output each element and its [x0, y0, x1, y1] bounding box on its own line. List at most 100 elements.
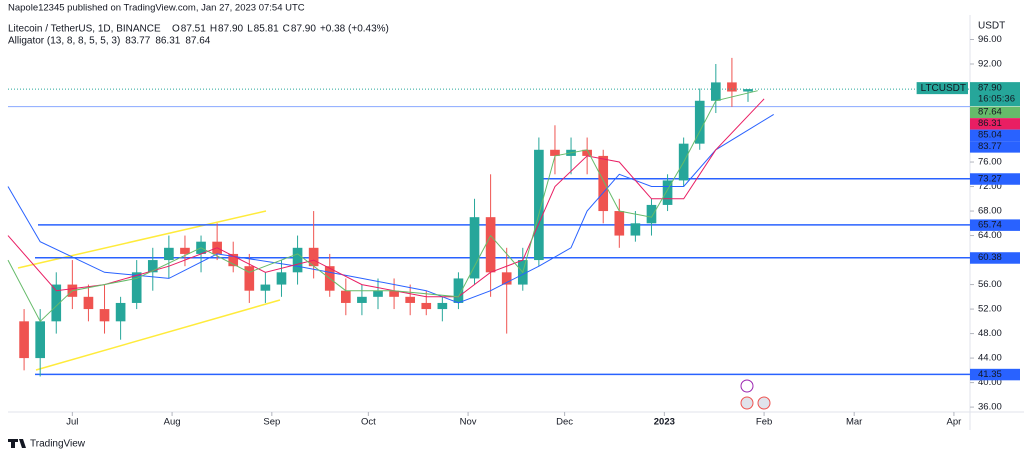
- candle-body: [99, 309, 110, 322]
- indicator-line: [7, 90, 758, 323]
- y-tick-label: 92.00: [978, 59, 1002, 70]
- value-label: 86.31: [978, 118, 1002, 129]
- candle-body: [83, 296, 94, 310]
- value-box: [970, 252, 1020, 264]
- x-tick-label: Mar: [846, 417, 862, 428]
- candle-body: [743, 89, 753, 92]
- symbol-tag: LTCUSDT: [921, 83, 966, 94]
- x-tick-label: 2023: [654, 417, 675, 428]
- symbol: Litecoin / TetherUS, 1D, BINANCE: [8, 24, 161, 35]
- event-icon[interactable]: [740, 379, 754, 393]
- value-label: 65.74: [978, 219, 1002, 230]
- y-tick-label: 44.00: [978, 353, 1002, 364]
- candle-body: [421, 302, 432, 310]
- y-tick-label: 56.00: [978, 279, 1002, 290]
- candle-body: [727, 82, 737, 92]
- event-icon[interactable]: [740, 396, 754, 410]
- change: +0.38 (+0.43%): [320, 24, 389, 35]
- price-box: [970, 82, 1020, 107]
- indicator-line: [7, 113, 774, 304]
- indicator: Alligator (13, 8, 8, 5, 5, 3): [8, 36, 120, 47]
- value-box: [970, 219, 1020, 231]
- candle-body: [437, 302, 448, 310]
- ohlc-value: 85.81: [254, 24, 279, 35]
- candle-body: [131, 272, 142, 303]
- trend-line: [35, 299, 281, 371]
- value-label: 73.27: [978, 173, 1002, 184]
- value-label: 83.77: [978, 141, 1002, 152]
- candle-body: [694, 100, 705, 144]
- candle-body: [228, 253, 239, 267]
- x-tick-label: Feb: [756, 417, 772, 428]
- indicator-value: 86.31: [155, 36, 180, 47]
- candle-body: [485, 217, 496, 273]
- y-tick-label: 40.00: [978, 377, 1002, 388]
- candle-body: [405, 296, 415, 303]
- candle-body: [582, 149, 592, 156]
- y-tick-label: 96.00: [978, 34, 1002, 45]
- candle-body: [260, 284, 271, 291]
- y-tick-label: 52.00: [978, 304, 1002, 315]
- countdown: 16:05:36: [978, 94, 1015, 105]
- candle-body: [292, 247, 303, 273]
- candle-body: [598, 155, 609, 212]
- value-label: 87.64: [978, 107, 1002, 118]
- ohlc-key: H: [210, 24, 217, 35]
- y-tick-label: 64.00: [978, 230, 1002, 241]
- value-box: [970, 106, 1020, 119]
- candle-body: [469, 217, 480, 279]
- x-tick-label: Apr: [947, 417, 962, 428]
- ohlc-key: O: [172, 24, 180, 35]
- price-label: 87.90: [978, 83, 1002, 94]
- y-tick-label: 48.00: [978, 328, 1002, 339]
- y-tick-label: 68.00: [978, 206, 1002, 217]
- value-label: 85.04: [978, 130, 1002, 141]
- candle-body: [534, 149, 544, 261]
- candle-body: [244, 266, 255, 291]
- candle-body: [357, 296, 367, 303]
- value-box: [970, 118, 1020, 130]
- trend-line: [17, 210, 267, 269]
- symbol-tag-box: [916, 82, 968, 95]
- indicator-value: 87.64: [185, 36, 210, 47]
- value-box: [970, 129, 1020, 142]
- x-tick-label: Oct: [361, 417, 376, 428]
- y-tick-label: 36.00: [978, 402, 1002, 413]
- ohlc-key: C: [283, 24, 290, 35]
- x-tick-label: Aug: [164, 417, 181, 428]
- ohlc-value: 87.51: [181, 24, 206, 35]
- candle-body: [630, 223, 641, 236]
- candle-body: [51, 284, 62, 322]
- ohlc-value: 87.90: [218, 24, 243, 35]
- x-tick-label: Nov: [460, 417, 477, 428]
- indicator-value: 83.77: [125, 36, 150, 47]
- candle-body: [35, 321, 45, 359]
- candle-body: [308, 247, 319, 267]
- value-label: 41.35: [978, 369, 1002, 380]
- plot: [7, 57, 970, 377]
- value-label: 60.38: [978, 252, 1002, 263]
- x-tick-label: Jul: [66, 417, 78, 428]
- candle-body: [341, 290, 351, 303]
- x-tick-label: Dec: [556, 417, 573, 428]
- currency: USDT: [978, 21, 1005, 32]
- candle-body: [115, 302, 126, 322]
- brand: TradingView: [30, 439, 86, 450]
- ohlc-value: 87.90: [291, 24, 316, 35]
- candle-body: [276, 272, 287, 285]
- value-box: [970, 173, 1020, 185]
- candle-body: [373, 290, 383, 297]
- event-icon[interactable]: [757, 396, 771, 410]
- value-box: [970, 368, 1020, 381]
- candle-body: [180, 247, 190, 254]
- candle-body: [550, 149, 560, 156]
- candle-body: [711, 82, 721, 101]
- value-box: [970, 141, 1020, 153]
- published-note: Napole12345 published on TradingView.com…: [8, 3, 305, 14]
- candle-body: [453, 278, 464, 303]
- candle-body: [389, 290, 399, 297]
- candle-body: [19, 321, 29, 359]
- logo: [8, 439, 26, 448]
